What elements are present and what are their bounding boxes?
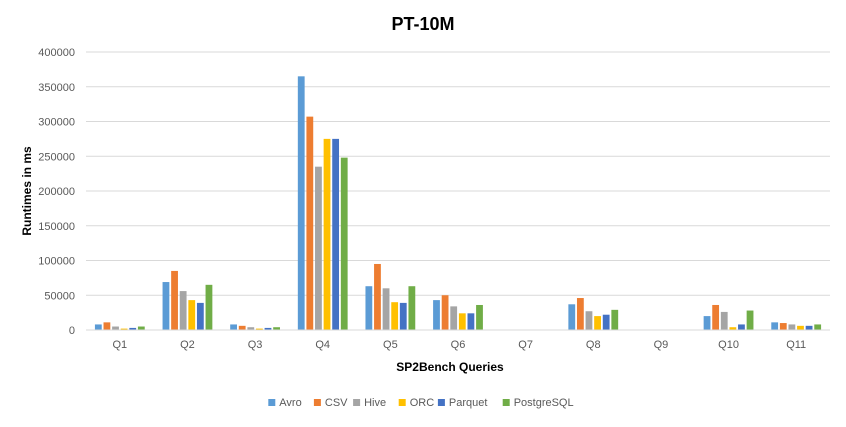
legend-swatch-hive <box>353 399 361 406</box>
y-axis-title: Runtimes in ms <box>20 146 34 236</box>
bar-hive-q6 <box>450 306 458 330</box>
bar-parquet-q11 <box>805 325 813 330</box>
bar-hive-q1 <box>112 326 119 330</box>
bar-hive-q3 <box>247 327 255 330</box>
bar-hive-q10 <box>720 311 728 330</box>
y-tick-label: 250000 <box>38 151 75 163</box>
bar-postgresql-q6 <box>476 304 483 330</box>
bar-avro-q10 <box>703 316 711 330</box>
legend-swatch-postgresql <box>502 399 510 406</box>
x-tick-label: Q1 <box>112 339 127 351</box>
bar-orc-q4 <box>323 138 331 330</box>
y-tick-label: 300000 <box>38 117 75 129</box>
bar-hive-q5 <box>382 288 390 330</box>
bar-parquet-q6 <box>467 313 475 330</box>
y-tick-label: 350000 <box>38 82 75 94</box>
legend-swatch-avro <box>268 399 276 406</box>
x-tick-label: Q2 <box>180 339 195 351</box>
bar-postgresql-q10 <box>746 310 754 330</box>
bar-hive-q8 <box>585 311 593 330</box>
bar-orc-q8 <box>594 316 601 330</box>
legend-swatch-csv <box>313 399 321 406</box>
bar-parquet-q4 <box>332 138 340 330</box>
y-tick-label: 0 <box>69 325 75 337</box>
x-tick-label: Q6 <box>451 339 466 351</box>
y-tick-label: 400000 <box>38 47 75 59</box>
x-tick-label: Q4 <box>315 339 330 351</box>
bar-csv-q4 <box>306 116 314 330</box>
legend: Avro CSV Hive ORC Parquet PostgreSQL <box>268 397 574 409</box>
bar-avro-q2 <box>162 282 170 330</box>
legend-label-avro: Avro <box>279 397 301 409</box>
legend-swatch-parquet <box>437 399 445 406</box>
bar-postgresql-q11 <box>814 324 822 330</box>
bar-parquet-q5 <box>399 302 407 330</box>
bar-avro-q4 <box>297 76 305 330</box>
bar-parquet-q10 <box>738 324 745 330</box>
bar-csv-q5 <box>374 263 381 330</box>
x-tick-label: Q9 <box>654 339 669 351</box>
bar-orc-q2 <box>188 300 196 330</box>
legend-label-postgresql: PostgreSQL <box>514 397 574 409</box>
bars <box>94 76 822 330</box>
bar-parquet-q2 <box>196 302 204 330</box>
bar-csv-q10 <box>712 304 720 330</box>
x-tick-label: Q7 <box>518 339 533 351</box>
bar-csv-q6 <box>441 295 449 330</box>
bar-csv-q8 <box>576 298 584 330</box>
bar-parquet-q8 <box>602 314 610 330</box>
y-tick-label: 150000 <box>38 221 75 233</box>
bar-csv-q2 <box>171 270 178 330</box>
x-tick-label: Q8 <box>586 339 601 351</box>
bar-parquet-q3 <box>264 327 272 330</box>
bar-orc-q5 <box>391 302 399 330</box>
x-tick-label: Q3 <box>248 339 263 351</box>
bar-postgresql-q2 <box>205 284 213 330</box>
bar-postgresql-q4 <box>340 157 348 330</box>
bar-csv-q11 <box>779 323 787 330</box>
bar-postgresql-q1 <box>137 326 145 330</box>
bar-postgresql-q3 <box>273 327 280 330</box>
bar-csv-q3 <box>238 325 246 330</box>
bar-avro-q1 <box>94 324 102 330</box>
bar-avro-q6 <box>433 300 440 330</box>
bar-postgresql-q8 <box>611 309 619 330</box>
x-axis-title: SP2Bench Queries <box>396 360 504 374</box>
bar-orc-q11 <box>797 325 804 330</box>
bar-parquet-q1 <box>129 327 137 330</box>
bar-orc-q1 <box>120 328 128 330</box>
bar-avro-q8 <box>568 304 576 330</box>
bar-orc-q10 <box>729 327 737 330</box>
legend-label-csv: CSV <box>325 397 348 409</box>
bar-csv-q1 <box>103 322 111 330</box>
chart-title: PT-10M <box>391 14 454 34</box>
x-tick-label: Q11 <box>786 339 806 351</box>
bar-avro-q5 <box>365 286 373 330</box>
y-tick-label: 100000 <box>38 256 75 268</box>
bar-hive-q4 <box>315 166 322 330</box>
x-axis-ticks: Q1 Q2 Q3 Q4 Q5 Q6 Q7 Q8 Q9 Q10 Q11 <box>112 339 806 351</box>
y-tick-label: 200000 <box>38 186 75 198</box>
bar-avro-q11 <box>771 322 779 330</box>
legend-label-hive: Hive <box>364 397 386 409</box>
bar-avro-q3 <box>230 324 237 330</box>
bar-hive-q11 <box>788 324 796 330</box>
x-tick-label: Q5 <box>383 339 398 351</box>
bar-orc-q6 <box>458 313 466 330</box>
legend-swatch-orc <box>398 399 406 406</box>
bar-postgresql-q5 <box>408 286 416 330</box>
legend-label-parquet: Parquet <box>449 397 488 409</box>
bar-hive-q2 <box>179 291 187 330</box>
x-tick-label: Q10 <box>718 339 739 351</box>
y-axis-ticks: 0 50000 100000 150000 200000 250000 300000 3500… <box>38 47 75 337</box>
bar-orc-q3 <box>255 328 263 330</box>
legend-label-orc: ORC <box>410 397 435 409</box>
y-tick-label: 50000 <box>44 290 75 302</box>
gridlines <box>86 51 830 296</box>
